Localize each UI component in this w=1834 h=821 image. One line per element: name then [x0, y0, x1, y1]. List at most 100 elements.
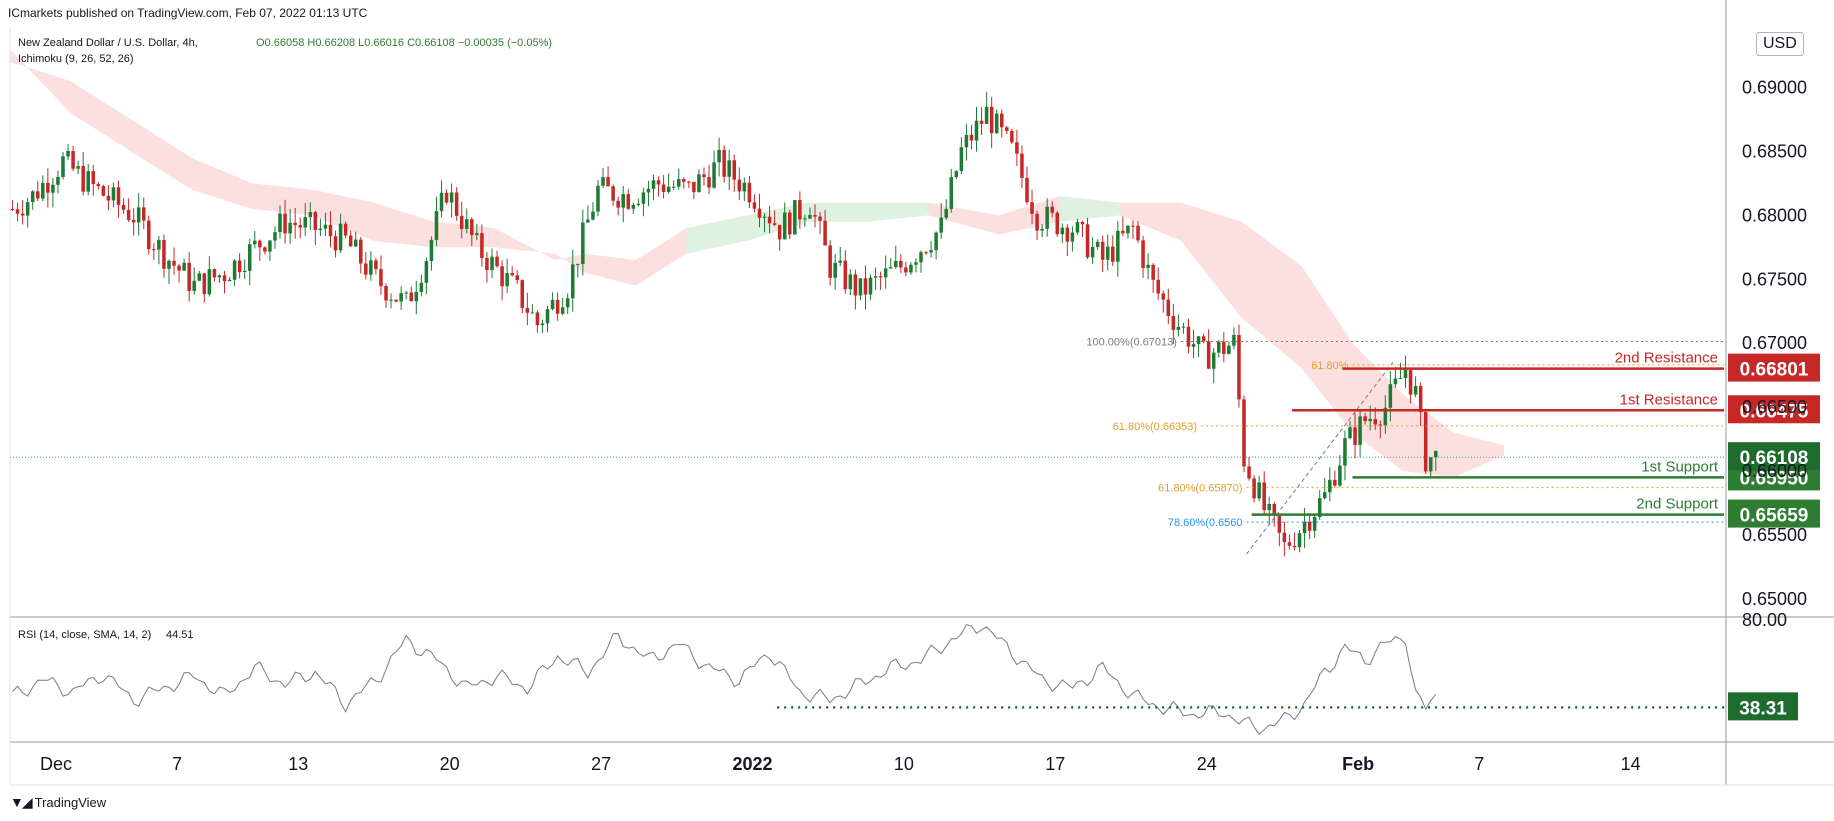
candle-body — [1040, 228, 1044, 231]
currency-button[interactable]: USD — [1756, 32, 1804, 56]
cloud-segment — [807, 202, 868, 222]
candle-body — [1151, 264, 1155, 280]
candlestick-series — [10, 91, 1438, 557]
candle-body — [555, 299, 560, 314]
candle-body — [242, 270, 247, 273]
candle-body — [1105, 246, 1110, 260]
candle-body — [1095, 241, 1100, 248]
candle-body — [1050, 206, 1054, 213]
price-badge-text: 0.66475 — [1740, 401, 1809, 422]
symbol-title: New Zealand Dollar / U.S. Dollar, 4h, — [18, 37, 198, 49]
candle-body — [389, 299, 393, 301]
candle-body — [1398, 378, 1403, 380]
candle-body — [237, 260, 242, 273]
candle-body — [46, 182, 50, 193]
cloud-segment — [191, 157, 253, 209]
candle-body — [303, 217, 308, 228]
candle-body — [1237, 334, 1241, 400]
candle-body — [788, 212, 792, 235]
cloud-segment — [433, 221, 495, 248]
candle-body — [298, 225, 302, 228]
candle-body — [15, 209, 20, 214]
candle-body — [560, 307, 565, 314]
candle-body — [1277, 515, 1282, 533]
candle-body — [919, 252, 923, 263]
candle-body — [949, 177, 954, 209]
candle-body — [278, 213, 282, 233]
candle-body — [1302, 521, 1307, 534]
cloud-segment — [494, 228, 556, 261]
time-tick-label: 10 — [894, 754, 914, 774]
fib-label: 61.80%(0.66353) — [1113, 421, 1197, 433]
candle-body — [838, 260, 843, 263]
candle-body — [162, 240, 166, 269]
candle-body — [343, 223, 348, 236]
candle-body — [419, 282, 424, 292]
candle-body — [1434, 450, 1438, 458]
price-badge — [1728, 395, 1820, 424]
candle-body — [434, 211, 439, 240]
candle-body — [959, 147, 964, 172]
candle-body — [893, 260, 898, 268]
price-tick-label: 0.67000 — [1742, 333, 1807, 353]
candle-body — [1186, 326, 1191, 347]
tradingview-logo[interactable]: ▼◢ TradingView — [10, 794, 106, 811]
axes: 0.65000 0.65500 0.66000 0.66500 0.67000 0.675… — [9, 0, 1834, 786]
candle-body — [1136, 225, 1140, 241]
candle-body — [656, 180, 661, 185]
candle-body — [1403, 369, 1408, 379]
rsi-pane[interactable]: RSI (14, close, SMA, 14, 2) 44.51 80.00 38.… — [12, 610, 1799, 735]
candle-body — [989, 106, 994, 134]
candle-body — [76, 166, 80, 169]
candle-body — [106, 195, 111, 201]
candle-body — [1161, 293, 1166, 300]
candle-body — [359, 239, 363, 264]
candle-body — [192, 280, 196, 291]
level-label: 1st Support — [1641, 458, 1719, 475]
fib-label: 100.00%(0.67013) — [1086, 337, 1177, 349]
candle-body — [505, 273, 509, 287]
candle-body — [1338, 465, 1342, 486]
candle-body — [550, 299, 555, 310]
candle-body — [1408, 369, 1413, 395]
candle-body — [66, 151, 70, 157]
candle-body — [591, 211, 595, 220]
candle-body — [767, 216, 772, 224]
candle-body — [288, 222, 292, 234]
candle-body — [954, 171, 959, 178]
candle-body — [833, 262, 837, 278]
candle-body — [1181, 326, 1186, 328]
cloud-segment — [1302, 266, 1353, 433]
last-price-text: 0.66108 — [1740, 448, 1809, 469]
candle-body — [888, 267, 893, 269]
tradingview-mark-icon: ▼◢ — [10, 794, 33, 810]
candle-body — [96, 184, 101, 187]
cloud-segment — [686, 215, 747, 254]
candle-body — [1292, 545, 1297, 548]
candle-body — [818, 216, 822, 221]
candle-body — [737, 179, 742, 192]
candle-body — [353, 239, 358, 247]
candle-body — [671, 186, 676, 188]
time-tick-label: 24 — [1197, 754, 1217, 774]
candle-body — [1257, 482, 1261, 499]
candle-body — [651, 180, 656, 189]
candle-body — [273, 232, 277, 241]
candle-body — [1232, 334, 1236, 346]
candle-body — [1131, 225, 1135, 227]
candle-body — [328, 224, 333, 237]
candle-body — [570, 264, 575, 299]
candle-body — [1080, 221, 1085, 225]
candle-body — [565, 298, 570, 308]
candle-body — [813, 215, 817, 217]
candle-body — [1045, 206, 1049, 229]
candle-body — [197, 273, 202, 281]
candle-body — [71, 151, 75, 169]
candle-body — [1010, 130, 1014, 143]
publisher-line: ICmarkets published on TradingView.com, … — [8, 6, 368, 20]
candle-body — [1262, 482, 1266, 511]
fib-label: 78.60%(0.6560 — [1168, 517, 1243, 529]
candle-body — [212, 269, 217, 278]
candle-body — [444, 192, 449, 203]
